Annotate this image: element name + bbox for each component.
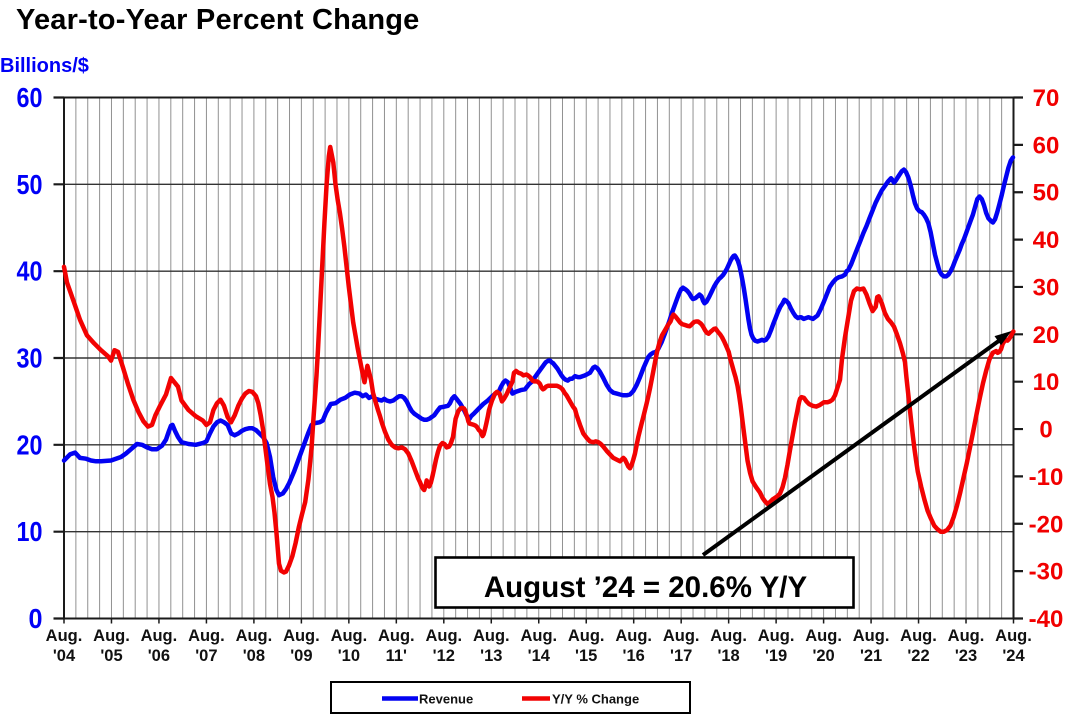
svg-text:Y/Y % Change: Y/Y % Change (552, 692, 639, 707)
svg-text:20: 20 (1033, 322, 1060, 349)
svg-text:Aug.: Aug. (995, 627, 1032, 645)
svg-text:Aug.: Aug. (236, 627, 273, 645)
svg-text:30: 30 (17, 343, 43, 374)
svg-text:Revenue: Revenue (419, 692, 473, 707)
svg-text:'10: '10 (338, 647, 360, 665)
svg-text:Aug.: Aug. (46, 627, 83, 645)
svg-text:50: 50 (1033, 180, 1060, 207)
svg-text:Billions/$: Billions/$ (0, 55, 89, 77)
svg-text:10: 10 (1033, 369, 1060, 396)
svg-text:'05: '05 (100, 647, 122, 665)
svg-text:-40: -40 (1029, 606, 1064, 633)
svg-text:Aug.: Aug. (900, 627, 937, 645)
svg-text:Aug.: Aug. (758, 627, 795, 645)
svg-text:'08: '08 (243, 647, 265, 665)
svg-text:0: 0 (29, 603, 43, 634)
svg-text:Aug.: Aug. (473, 627, 510, 645)
svg-text:'22: '22 (907, 647, 929, 665)
svg-text:Aug.: Aug. (283, 627, 320, 645)
svg-text:Aug.: Aug. (378, 627, 415, 645)
svg-text:Aug.: Aug. (93, 627, 130, 645)
svg-text:Aug.: Aug. (710, 627, 747, 645)
svg-text:Aug.: Aug. (615, 627, 652, 645)
svg-text:Aug.: Aug. (853, 627, 890, 645)
svg-text:Aug.: Aug. (188, 627, 225, 645)
svg-text:0: 0 (1039, 417, 1052, 444)
svg-text:20: 20 (17, 429, 43, 460)
svg-text:Aug.: Aug. (520, 627, 557, 645)
svg-text:-10: -10 (1029, 464, 1064, 491)
svg-text:10: 10 (17, 516, 43, 547)
svg-text:'23: '23 (955, 647, 977, 665)
svg-text:'16: '16 (623, 647, 645, 665)
svg-text:'09: '09 (290, 647, 312, 665)
svg-text:60: 60 (17, 82, 43, 113)
svg-text:Aug.: Aug. (948, 627, 985, 645)
svg-text:Aug.: Aug. (141, 627, 178, 645)
svg-text:Aug.: Aug. (568, 627, 605, 645)
svg-text:50: 50 (17, 169, 43, 200)
svg-text:40: 40 (17, 256, 43, 287)
svg-text:'17: '17 (670, 647, 692, 665)
svg-text:40: 40 (1033, 227, 1060, 254)
svg-text:'15: '15 (575, 647, 597, 665)
svg-text:30: 30 (1033, 275, 1060, 302)
svg-text:'14: '14 (528, 647, 551, 665)
svg-text:'24: '24 (1002, 647, 1025, 665)
svg-text:August ’24 = 20.6% Y/Y: August ’24 = 20.6% Y/Y (484, 571, 808, 604)
svg-text:Aug.: Aug. (805, 627, 842, 645)
svg-text:'20: '20 (812, 647, 834, 665)
svg-text:'19: '19 (765, 647, 787, 665)
svg-text:'18: '18 (717, 647, 739, 665)
svg-text:'21: '21 (860, 647, 882, 665)
svg-text:Aug.: Aug. (425, 627, 462, 645)
svg-text:Year-to-Year Percent Change: Year-to-Year Percent Change (16, 4, 420, 36)
svg-text:-20: -20 (1029, 511, 1064, 538)
svg-text:'12: '12 (433, 647, 455, 665)
svg-text:60: 60 (1033, 132, 1060, 159)
svg-text:'13: '13 (480, 647, 502, 665)
svg-text:11': 11' (386, 647, 407, 665)
svg-text:Aug.: Aug. (663, 627, 700, 645)
svg-text:-30: -30 (1029, 559, 1064, 586)
svg-text:70: 70 (1033, 85, 1060, 112)
svg-text:Aug.: Aug. (331, 627, 368, 645)
svg-text:'07: '07 (195, 647, 217, 665)
svg-text:'06: '06 (148, 647, 170, 665)
svg-text:'04: '04 (53, 647, 76, 665)
